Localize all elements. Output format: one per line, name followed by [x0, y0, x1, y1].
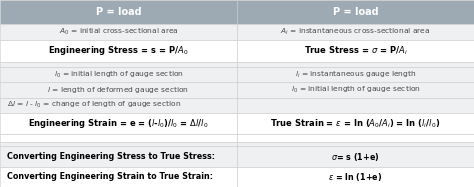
Bar — [0, 67, 237, 82]
Bar — [0, 0, 237, 24]
Text: Engineering Strain = e = ($l$-$l_0$)/$l_0$ = $\Delta l$/$l_0$: Engineering Strain = e = ($l$-$l_0$)/$l_… — [28, 117, 209, 130]
Bar — [237, 62, 474, 67]
Text: $l$ = length of deformed gauge section: $l$ = length of deformed gauge section — [47, 85, 190, 95]
Text: $\sigma$= s (1+e): $\sigma$= s (1+e) — [331, 151, 380, 163]
Text: $l_0$ = initial length of gauge section: $l_0$ = initial length of gauge section — [54, 70, 183, 80]
Bar — [237, 98, 474, 113]
Text: P = load: P = load — [96, 7, 141, 17]
Bar — [237, 82, 474, 98]
Bar — [237, 67, 474, 82]
Text: $\varepsilon$ = ln (1+e): $\varepsilon$ = ln (1+e) — [328, 171, 383, 183]
Text: True Strain = $\varepsilon$ = ln ($A_0$/$A_i$) = ln ($l_i$/$l_0$): True Strain = $\varepsilon$ = ln ($A_0$/… — [270, 117, 441, 130]
Bar — [0, 167, 237, 187]
Bar — [237, 0, 474, 24]
Text: $A_0$ = initial cross-sectional area: $A_0$ = initial cross-sectional area — [59, 27, 178, 37]
Bar — [0, 146, 237, 167]
Bar — [237, 134, 474, 142]
Text: Converting Engineering Stress to True Stress:: Converting Engineering Stress to True St… — [7, 152, 215, 161]
Bar — [237, 113, 474, 134]
Bar — [0, 82, 237, 98]
Bar — [237, 167, 474, 187]
Text: $A_i$ = instantaneous cross-sectional area: $A_i$ = instantaneous cross-sectional ar… — [280, 27, 431, 37]
Bar — [237, 146, 474, 167]
Text: $\Delta l$ = $l$ - $l_0$ = change of length of gauge section: $\Delta l$ = $l$ - $l_0$ = change of len… — [7, 100, 182, 110]
Bar — [0, 62, 237, 67]
Text: P = load: P = load — [333, 7, 378, 17]
Bar — [0, 113, 237, 134]
Bar — [0, 40, 237, 62]
Bar — [0, 24, 237, 40]
Text: $l_i$ = instantaneous gauge length: $l_i$ = instantaneous gauge length — [295, 70, 416, 80]
Bar — [0, 134, 237, 142]
Text: True Stress = $\sigma$ = P/$A_i$: True Stress = $\sigma$ = P/$A_i$ — [304, 45, 407, 57]
Bar — [237, 40, 474, 62]
Text: $l_0$ = initial length of gauge section: $l_0$ = initial length of gauge section — [291, 85, 420, 95]
Bar — [237, 24, 474, 40]
Bar — [0, 98, 237, 113]
Text: Engineering Stress = s = P/$A_0$: Engineering Stress = s = P/$A_0$ — [48, 44, 189, 57]
Text: Converting Engineering Strain to True Strain:: Converting Engineering Strain to True St… — [7, 172, 213, 181]
Bar — [237, 142, 474, 146]
Bar — [0, 142, 237, 146]
